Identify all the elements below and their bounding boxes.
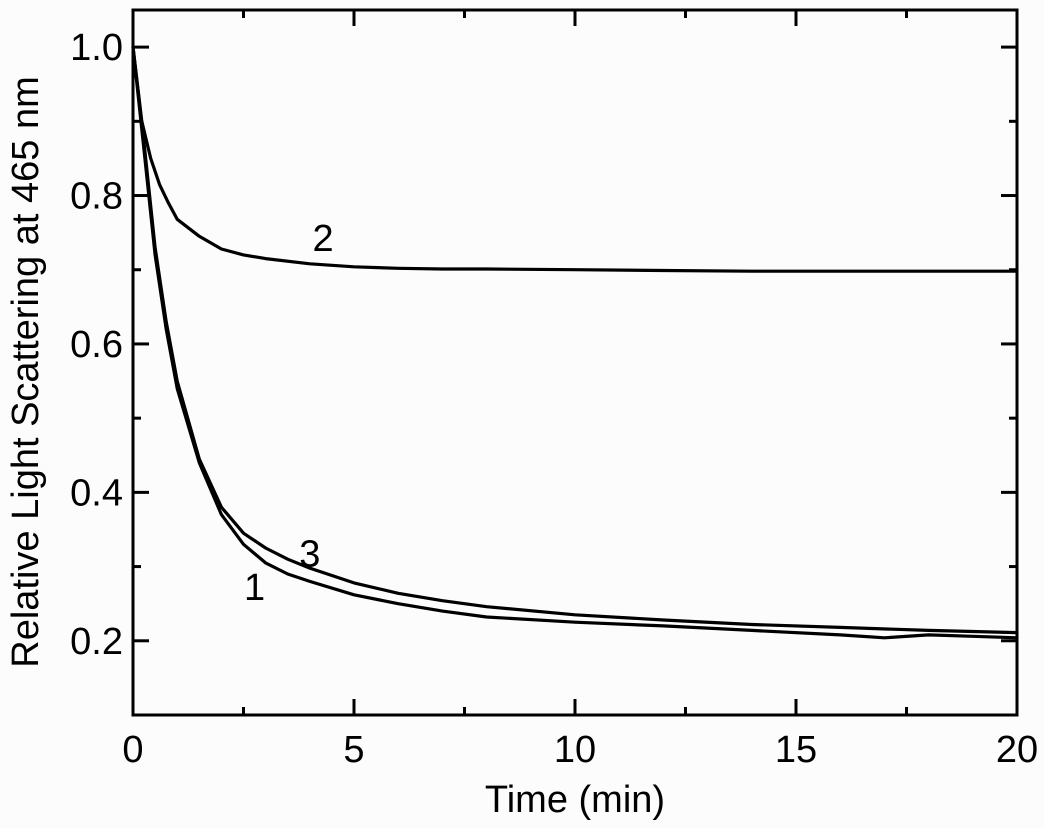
y-axis-title: Relative Light Scattering at 465 nm <box>5 76 47 667</box>
y-tick-label: 1.0 <box>70 27 123 69</box>
tick-labels: 0 5 10 15 20 0.2 0.4 0.6 0.8 1.0 <box>70 27 1038 771</box>
y-tick-label: 0.6 <box>70 324 123 366</box>
x-tick-label: 5 <box>343 729 364 771</box>
curve-label-3: 3 <box>299 534 320 576</box>
series-lines <box>131 45 1019 640</box>
curve-label-2: 2 <box>312 218 333 260</box>
curve-labels: 1 2 3 <box>244 218 334 609</box>
series-line-2 <box>131 45 1019 273</box>
plot-frame <box>131 8 1019 717</box>
x-tick-label: 10 <box>554 729 596 771</box>
curve-label-1: 1 <box>244 567 265 609</box>
y-tick-label: 0.2 <box>70 621 123 663</box>
x-tick-label: 0 <box>122 729 143 771</box>
y-tick-label: 0.8 <box>70 176 123 218</box>
axis-ticks <box>131 10 1019 717</box>
x-tick-label: 20 <box>996 729 1038 771</box>
x-axis-title: Time (min) <box>485 779 665 821</box>
y-tick-label: 0.4 <box>70 472 123 514</box>
series-line-3 <box>131 45 1019 635</box>
x-tick-label: 15 <box>775 729 817 771</box>
